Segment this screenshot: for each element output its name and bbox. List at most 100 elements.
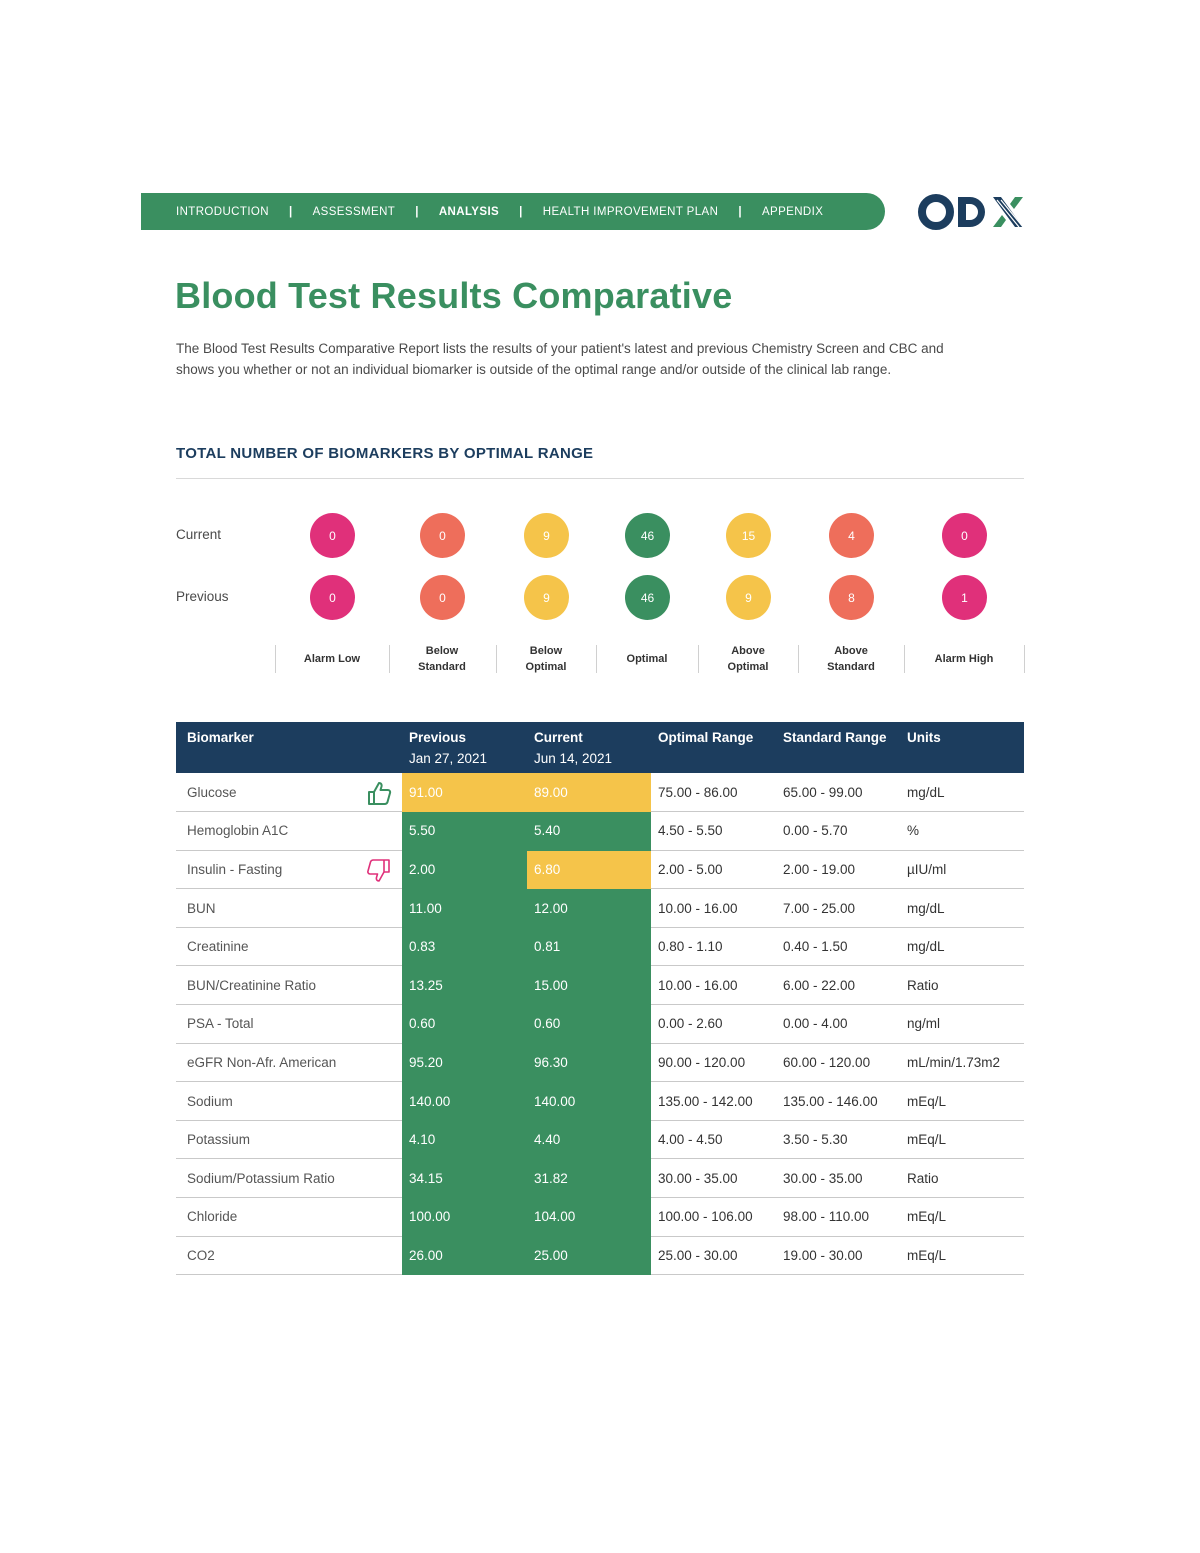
- standard-range: 0.00 - 5.70: [776, 811, 900, 851]
- table-row: Hemoglobin A1C 5.50 5.40 4.50 - 5.50 0.00 - …: [176, 811, 1024, 851]
- header-current-date: Jun 14, 2021: [534, 751, 613, 766]
- biomarker-name: PSA - Total: [187, 1016, 254, 1032]
- previous-optimal-dot: 46: [625, 575, 670, 620]
- table-row: PSA - Total 0.60 0.60 0.00 - 2.60 0.00 - 4.0…: [176, 1004, 1024, 1044]
- top-nav: INTRODUCTION | ASSESSMENT | ANALYSIS | H…: [141, 193, 885, 230]
- optimal-range: 10.00 - 16.00: [651, 965, 776, 1006]
- nav-introduction[interactable]: INTRODUCTION: [176, 205, 269, 218]
- units: mg/dL: [900, 888, 1024, 928]
- previous-alarm-low-dot: 0: [310, 575, 355, 620]
- table-row: eGFR Non-Afr. American 95.20 96.30 90.00 - …: [176, 1043, 1024, 1083]
- previous-value: 100.00: [402, 1197, 527, 1237]
- header-biomarker-label: Biomarker: [187, 730, 254, 745]
- standard-range: 98.00 - 110.00: [776, 1197, 900, 1237]
- nav-appendix[interactable]: APPENDIX: [761, 205, 824, 218]
- summary-heading: TOTAL NUMBER OF BIOMARKERS BY OPTIMAL RA…: [176, 445, 594, 462]
- category-divider: [275, 645, 276, 673]
- standard-range: 135.00 - 146.00: [776, 1081, 900, 1121]
- current-value: 6.80: [527, 850, 651, 890]
- current-value: 4.40: [527, 1120, 651, 1160]
- results-table: Biomarker Previous Jan 27, 2021 Current …: [176, 722, 1024, 1276]
- header-current-label: Current: [534, 730, 583, 745]
- thumbs-up-icon: [366, 780, 392, 806]
- category-divider: [798, 645, 799, 673]
- previous-value: 13.25: [402, 965, 527, 1006]
- nav-separator: |: [519, 205, 523, 218]
- previous-below-standard-dot: 0: [420, 575, 465, 620]
- units: Ratio: [900, 965, 1024, 1006]
- results-body: Glucose 91.00 89.00 75.00 - 86.00 65.00 - 99…: [176, 773, 1024, 1276]
- optimal-range: 135.00 - 142.00: [651, 1081, 776, 1121]
- header-units: Units: [900, 722, 1024, 773]
- current-row-label: Current: [176, 527, 222, 542]
- units: mg/dL: [900, 927, 1024, 967]
- biomarker-name: Sodium: [187, 1093, 233, 1109]
- biomarker-name: eGFR Non-Afr. American: [187, 1054, 337, 1070]
- optimal-range: 75.00 - 86.00: [651, 773, 776, 813]
- current-value: 5.40: [527, 811, 651, 851]
- biomarker-cell: BUN/Creatinine Ratio: [176, 965, 402, 1006]
- units: mEq/L: [900, 1197, 1024, 1237]
- units: mL/min/1.73m2: [900, 1043, 1024, 1083]
- biomarker-cell: Potassium: [176, 1120, 402, 1160]
- previous-value: 34.15: [402, 1158, 527, 1199]
- biomarker-name: Hemoglobin A1C: [187, 823, 289, 839]
- previous-value: 0.60: [402, 1004, 527, 1044]
- category-alarm-high: Alarm High: [934, 653, 994, 665]
- biomarker-name: Creatinine: [187, 939, 249, 955]
- previous-above-optimal-dot: 9: [726, 575, 771, 620]
- table-row: BUN 11.00 12.00 10.00 - 16.00 7.00 - 25.00 mg…: [176, 888, 1024, 928]
- standard-range: 60.00 - 120.00: [776, 1043, 900, 1083]
- table-row: Chloride 100.00 104.00 100.00 - 106.00 98.00…: [176, 1197, 1024, 1237]
- biomarker-cell: Creatinine: [176, 927, 402, 967]
- table-row: Potassium 4.10 4.40 4.00 - 4.50 3.50 - 5.30 m…: [176, 1120, 1024, 1160]
- biomarker-cell: Insulin - Fasting: [176, 850, 402, 890]
- table-row: Creatinine 0.83 0.81 0.80 - 1.10 0.40 - 1.50…: [176, 927, 1024, 967]
- category-alarm-low: Alarm Low: [303, 653, 361, 665]
- current-value: 12.00: [527, 888, 651, 928]
- nav-health-improvement-plan[interactable]: HEALTH IMPROVEMENT PLAN: [542, 205, 719, 218]
- optimal-range: 90.00 - 120.00: [651, 1043, 776, 1083]
- header-units-label: Units: [907, 730, 941, 745]
- nav-separator: |: [738, 205, 742, 218]
- optimal-range: 4.00 - 4.50: [651, 1120, 776, 1160]
- optimal-range: 2.00 - 5.00: [651, 850, 776, 890]
- header-biomarker: Biomarker: [176, 722, 402, 773]
- table-row: BUN/Creatinine Ratio 13.25 15.00 10.00 - 16…: [176, 965, 1024, 1006]
- header-standard-range-label: Standard Range: [783, 730, 887, 745]
- optimal-range: 10.00 - 16.00: [651, 888, 776, 928]
- current-value: 0.60: [527, 1004, 651, 1044]
- biomarker-cell: BUN: [176, 888, 402, 928]
- section-divider: [176, 478, 1024, 479]
- units: mEq/L: [900, 1081, 1024, 1121]
- nav-analysis[interactable]: ANALYSIS: [438, 205, 500, 218]
- table-row: Glucose 91.00 89.00 75.00 - 86.00 65.00 - 99…: [176, 773, 1024, 813]
- optimal-range: 30.00 - 35.00: [651, 1158, 776, 1199]
- biomarker-name: BUN: [187, 900, 216, 916]
- optimal-range: 0.00 - 2.60: [651, 1004, 776, 1044]
- current-value: 104.00: [527, 1197, 651, 1237]
- standard-range: 19.00 - 30.00: [776, 1236, 900, 1276]
- biomarker-cell: CO2: [176, 1236, 402, 1276]
- biomarker-cell: Chloride: [176, 1197, 402, 1237]
- current-value: 0.81: [527, 927, 651, 967]
- previous-below-optimal-dot: 9: [524, 575, 569, 620]
- standard-range: 7.00 - 25.00: [776, 888, 900, 928]
- standard-range: 3.50 - 5.30: [776, 1120, 900, 1160]
- header-optimal-range: Optimal Range: [651, 722, 776, 773]
- previous-value: 4.10: [402, 1120, 527, 1160]
- previous-row-label: Previous: [176, 589, 229, 604]
- category-above-optimal: Above Optimal: [727, 645, 769, 673]
- category-below-optimal: Below Optimal: [525, 645, 567, 673]
- nav-assessment[interactable]: ASSESSMENT: [312, 205, 396, 218]
- current-below-standard-dot: 0: [420, 513, 465, 558]
- biomarker-name: CO2: [187, 1247, 215, 1263]
- category-divider: [389, 645, 390, 673]
- standard-range: 65.00 - 99.00: [776, 773, 900, 813]
- category-divider: [596, 645, 597, 673]
- biomarker-cell: PSA - Total: [176, 1004, 402, 1044]
- current-value: 31.82: [527, 1158, 651, 1199]
- current-value: 25.00: [527, 1236, 651, 1276]
- category-divider: [496, 645, 497, 673]
- table-row: CO2 26.00 25.00 25.00 - 30.00 19.00 - 30.00 m…: [176, 1236, 1024, 1276]
